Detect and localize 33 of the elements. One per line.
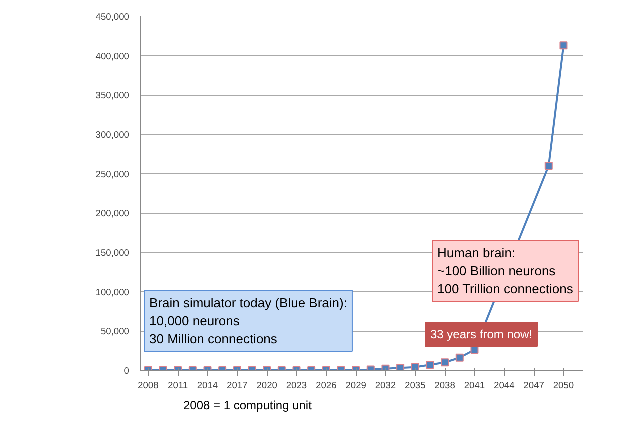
x-tick-label: 2014 [197, 380, 218, 390]
annotation: Brain simulator today (Blue Brain): 10,000 neurons 30 Million connections [150, 296, 348, 346]
y-tick-label: 50,000 [100, 326, 130, 337]
y-tick-label: 0 [124, 366, 130, 376]
x-tick-label: 2032 [375, 380, 396, 390]
x-tick-label: 2029 [346, 380, 366, 390]
point [396, 364, 405, 370]
y-tick-label: 350,000 [96, 90, 130, 101]
x-tick-label: 2035 [405, 380, 426, 390]
x-tick-label: 2017 [227, 380, 248, 390]
x-tick-label: 2011 [168, 380, 188, 390]
x-tick-label: 2026 [316, 380, 337, 390]
point [411, 363, 420, 370]
annotation: Human brain: ~100 Billion neurons 100 Trillion connections [438, 246, 574, 296]
x-tick-label: 2020 [256, 380, 278, 390]
x-tick-label: 2008 [138, 380, 159, 390]
y-tick-label: 300,000 [96, 130, 130, 140]
x-tick-label: 2044 [494, 380, 515, 390]
y-tick-label: 250,000 [96, 169, 130, 180]
x-tick-label: 2038 [434, 380, 456, 390]
x-tick-label: 2047 [524, 380, 544, 390]
point [544, 162, 553, 170]
text: 2008 = 1 computing unit [184, 398, 313, 412]
annotation: 33 years from now! [430, 328, 533, 342]
x-tick-label: 2041 [464, 380, 486, 390]
y-tick-label: 450,000 [96, 12, 130, 22]
y-tick-label: 200,000 [96, 208, 130, 219]
y-tick-label: 100,000 [96, 287, 130, 298]
x-tick-label: 2050 [553, 380, 574, 390]
y-tick-label: 400,000 [96, 51, 130, 62]
point [560, 42, 568, 50]
y-tick-label: 150,000 [96, 248, 130, 258]
x-tick-label: 2023 [286, 380, 308, 390]
